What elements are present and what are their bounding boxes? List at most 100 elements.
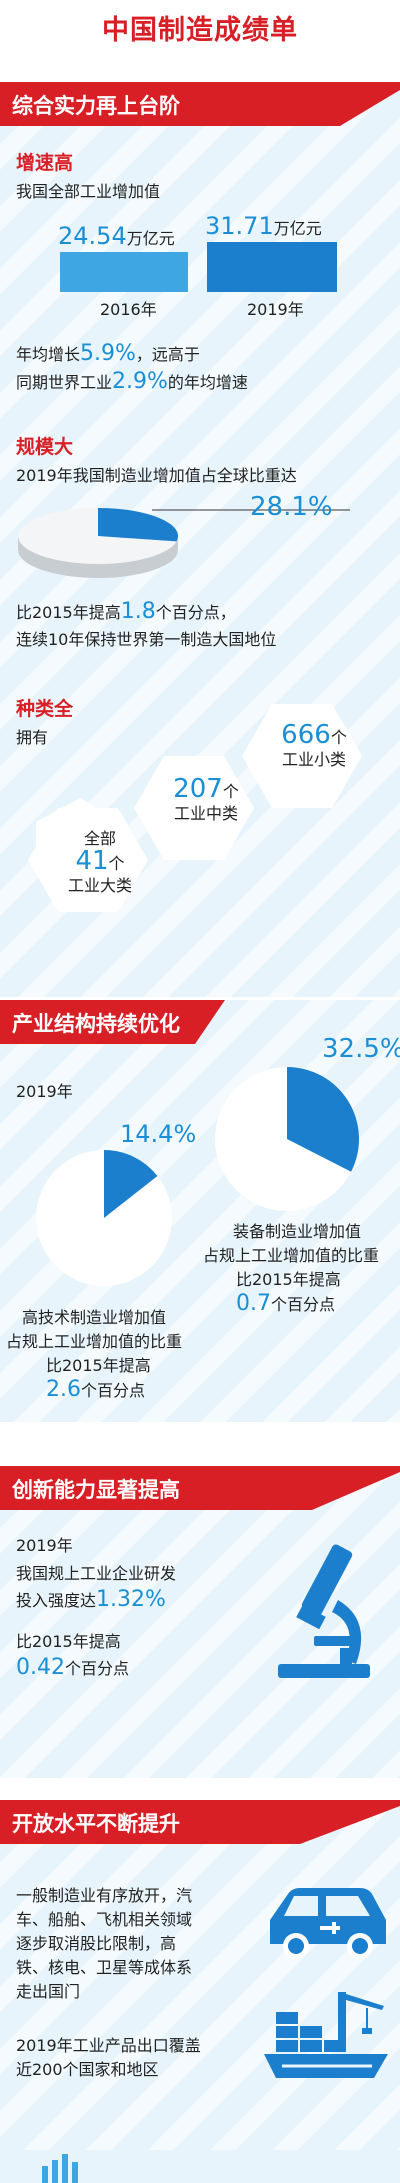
openness-p2-line: 2019年工业产品出口覆盖: [16, 2036, 201, 2055]
rd-increase-suffix: 个百分点: [64, 1659, 129, 1678]
innovation-l2: 投入强度达1.32%: [16, 1588, 166, 1613]
hitech-increase-number: 2.6: [46, 1377, 81, 1402]
global-share-slice: [98, 508, 179, 542]
equip-caption-l1: 装备制造业增加值: [232, 1222, 361, 1241]
innovation-year: 2019年: [16, 1536, 73, 1555]
value-2016: 24.54万亿元: [58, 222, 175, 250]
section-ribbon-1-label: 综合实力再上台阶: [12, 94, 180, 118]
share-leader-line: [152, 509, 350, 511]
year-2016-label: 2016年: [100, 300, 157, 319]
hex-major-top: 全部: [83, 829, 116, 848]
hexagon-group: [28, 704, 362, 912]
bar-2016: [60, 252, 188, 292]
world-rate-prefix: 同期世界工业: [16, 373, 113, 392]
microscope-icon: [278, 1544, 370, 1678]
scale-title: 规模大: [16, 436, 74, 458]
variety-have: 拥有: [16, 728, 49, 747]
openness-paragraph-2: 2019年工业产品出口覆盖 近200个国家和地区: [16, 2034, 201, 2082]
equip-increase: 0.7个百分点: [236, 1292, 335, 1317]
scale-increase-line: 比2015年提高1.8个百分点，: [16, 600, 236, 625]
world-rate-number: 2.9%: [112, 369, 168, 394]
openness-p1-line: 走出国门: [16, 1982, 81, 2001]
value-2016-unit: 万亿元: [126, 229, 175, 248]
section-ribbon-2: 产业结构持续优化: [0, 1000, 400, 1044]
bar-2019: [207, 242, 337, 292]
openness-p2-line: 近200个国家和地区: [16, 2060, 159, 2079]
hex-major-categories: 全部 41个 工业大类: [40, 828, 160, 897]
hex-major-label: 工业大类: [67, 876, 132, 895]
scale-increase-suffix: 个百分点，: [155, 603, 236, 622]
growth-rate-line: 年均增长5.9%，远高于: [16, 342, 200, 367]
growth-rate-suffix: ，远高于: [135, 345, 200, 364]
page-title: 中国制造成绩单: [102, 15, 298, 46]
innovation-l2-prefix: 投入强度达: [16, 1591, 97, 1610]
scale-increase-number: 1.8: [120, 599, 156, 624]
hex-minor-unit: 个: [330, 728, 347, 747]
hex-minor-categories: 666个 工业小类: [254, 722, 374, 771]
innovation-l1: 我国规上工业企业研发: [16, 1564, 177, 1583]
hitech-increase: 2.6个百分点: [46, 1378, 145, 1403]
hex-minor-number: 666: [281, 720, 331, 750]
hitech-caption-l1: 高技术制造业增加值: [22, 1308, 167, 1327]
hitech-caption-l2: 占规上工业增加值的比重: [6, 1332, 183, 1351]
equip-share-pie: [215, 1067, 359, 1211]
year-2019-label: 2019年: [247, 300, 304, 319]
openness-p1-line: 铁、核电、卫星等成体系: [16, 1958, 193, 1977]
growth-rate-prefix: 年均增长: [16, 345, 81, 364]
section-openness: [0, 1800, 400, 2150]
cargo-ship-icon: [264, 1992, 388, 2078]
openness-p1-line: 逐步取消股比限制，高: [16, 1934, 177, 1953]
rd-increase-number: 0.42: [16, 1655, 65, 1680]
hex-medium-number: 207: [173, 774, 223, 804]
global-share-value: 28.1%: [250, 492, 333, 522]
section-ribbon-2-label: 产业结构持续优化: [12, 1012, 180, 1036]
hex-medium-categories: 207个 工业中类: [146, 776, 266, 825]
section-ribbon-4-label: 开放水平不断提升: [12, 1812, 180, 1836]
innovation-l4: 0.42个百分点: [16, 1656, 129, 1681]
equip-caption: 装备制造业增加值: [212, 1220, 382, 1244]
rd-intensity-number: 1.32%: [96, 1587, 166, 1612]
equip-share-slice: [287, 1067, 359, 1172]
value-2019-unit: 万亿元: [273, 219, 322, 238]
hex-major-unit: 个: [108, 854, 125, 873]
scale-rank-line: 连续10年保持世界第一制造大国地位: [16, 630, 277, 649]
section-ribbon-3-label: 创新能力显著提高: [12, 1478, 180, 1502]
hitech-share-value: 14.4%: [120, 1120, 197, 1148]
innovation-l3: 比2015年提高: [16, 1632, 121, 1651]
equip-increase-suffix: 个百分点: [271, 1295, 336, 1314]
section-innovation: [0, 1466, 400, 1778]
hitech-caption-l3: 比2015年提高: [46, 1356, 151, 1375]
hitech-share-slice: [104, 1150, 158, 1218]
hex-medium-label: 工业中类: [173, 804, 238, 823]
growth-rate-number: 5.9%: [80, 341, 136, 366]
scale-increase-prefix: 比2015年提高: [16, 603, 121, 622]
growth-title: 增速高: [16, 152, 74, 174]
openness-p1-line: 车、船舶、飞机相关领域: [16, 1910, 193, 1929]
equip-increase-number: 0.7: [236, 1291, 271, 1316]
value-2016-number: 24.54: [58, 222, 127, 250]
footer-bars-icon: [42, 2154, 78, 2183]
openness-p1-line: 一般制造业有序放开，汽: [16, 1886, 193, 1905]
hitech-share-pie: [36, 1150, 172, 1286]
section-ribbon-4: 开放水平不断提升: [0, 1800, 400, 1844]
variety-title: 种类全: [16, 698, 74, 720]
section-ribbon-3: 创新能力显著提高: [0, 1466, 400, 1510]
hitech-increase-suffix: 个百分点: [81, 1381, 146, 1400]
world-rate-line: 同期世界工业2.9%的年均增速: [16, 370, 248, 395]
equip-share-value: 32.5%: [322, 1034, 400, 1064]
global-share-pie: [18, 508, 179, 578]
hex-major-number: 41: [75, 846, 109, 876]
value-2019: 31.71万亿元: [205, 212, 322, 240]
world-rate-suffix: 的年均增速: [167, 373, 248, 392]
hex-medium-unit: 个: [222, 782, 239, 801]
section-ribbon-1: 综合实力再上台阶: [0, 82, 400, 126]
value-2019-number: 31.71: [205, 212, 274, 240]
scale-desc: 2019年我国制造业增加值占全球比重达: [16, 466, 297, 485]
electric-car-icon: [270, 1888, 386, 1959]
equip-caption-l2: 占规上工业增加值的比重: [202, 1246, 379, 1265]
equip-caption-l3: 比2015年提高: [236, 1270, 341, 1289]
growth-desc: 我国全部工业增加值: [16, 182, 161, 201]
hex-minor-label: 工业小类: [281, 750, 346, 769]
structure-year: 2019年: [16, 1082, 73, 1101]
openness-paragraph-1: 一般制造业有序放开，汽 车、船舶、飞机相关领域 逐步取消股比限制，高 铁、核电、…: [16, 1884, 192, 2004]
